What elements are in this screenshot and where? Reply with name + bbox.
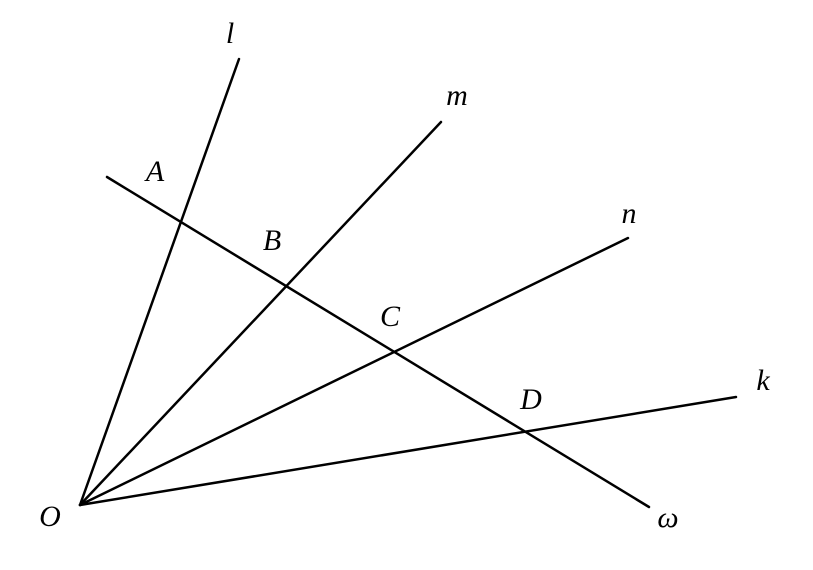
ray-label: n — [622, 197, 637, 230]
ray-m — [78, 120, 443, 507]
ray-n — [78, 236, 630, 507]
point-label: B — [263, 224, 281, 257]
origin-label: O — [39, 500, 61, 533]
ray-l — [78, 57, 241, 507]
point-label: D — [519, 383, 542, 416]
transversal-label: ω — [657, 501, 678, 534]
point-label: A — [144, 155, 165, 188]
ray-label: m — [446, 79, 468, 112]
ray-k — [78, 395, 738, 507]
ray-label: l — [226, 17, 234, 50]
ray-label: k — [756, 364, 770, 397]
point-label: C — [380, 300, 401, 333]
transversal-line — [105, 175, 651, 509]
